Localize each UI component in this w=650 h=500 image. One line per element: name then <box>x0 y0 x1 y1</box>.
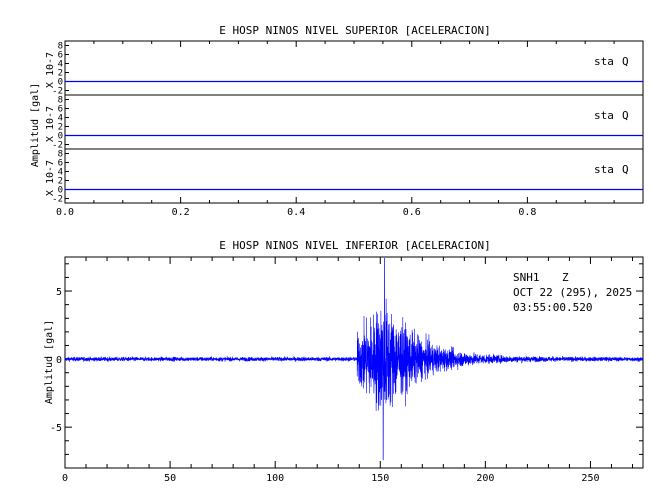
upper-scale-label: X 10-7 <box>45 160 56 196</box>
upper-x-tick-label: 0.8 <box>518 207 536 218</box>
upper-y-tick-label: 4 <box>58 168 63 178</box>
upper-y-tick-label: 0 <box>58 78 63 88</box>
upper-y-axis-label: Amplitud [gal] <box>30 83 41 167</box>
upper-chart-title: E HOSP NINOS NIVEL SUPERIOR [ACELERACION… <box>219 24 491 37</box>
lower-x-tick-label: 250 <box>581 473 599 484</box>
lower-y-tick-label: 5 <box>56 287 62 298</box>
upper-scale-label: X 10-7 <box>45 106 56 142</box>
upper-panel-frame <box>64 148 644 204</box>
upper-y-tick-label: 0 <box>58 186 63 196</box>
upper-y-tick-label: 2 <box>58 69 63 79</box>
upper-scale-label: X 10-7 <box>45 52 56 88</box>
upper-component-label: Q <box>622 163 629 176</box>
upper-y-tick-label: 8 <box>58 150 63 160</box>
annotation-time: 03:55:00.520 <box>513 301 592 314</box>
upper-station-label: sta <box>594 109 614 122</box>
upper-x-tick-label: 0.0 <box>56 207 74 218</box>
upper-station-label: sta <box>594 55 614 68</box>
upper-y-tick-label: -2 <box>52 141 63 151</box>
upper-x-tick-label: 0.6 <box>403 207 421 218</box>
lower-x-tick-label: 100 <box>266 473 284 484</box>
upper-y-tick-label: -2 <box>52 195 63 205</box>
upper-panel-frame <box>64 94 644 150</box>
upper-y-tick-label: 2 <box>58 123 63 133</box>
upper-x-axis: 0.0 0.2 0.4 0.6 0.8 <box>56 41 644 218</box>
annotation-date: OCT 22 (295), 2025 <box>513 286 632 299</box>
upper-y-tick-label: 6 <box>58 51 63 61</box>
lower-x-tick-label: 200 <box>476 473 494 484</box>
upper-panel-frame <box>64 40 644 96</box>
upper-station-label: sta <box>594 163 614 176</box>
upper-x-tick-label: 0.4 <box>287 207 305 218</box>
upper-component-label: Q <box>622 109 629 122</box>
upper-y-tick-label: 4 <box>58 114 63 124</box>
upper-y-tick-label: 4 <box>58 60 63 70</box>
lower-y-tick-label: -5 <box>50 423 62 434</box>
upper-y-tick-label: 0 <box>58 132 63 142</box>
lower-y-tick-label: 0 <box>56 355 62 366</box>
upper-level-chart: E HOSP NINOS NIVEL SUPERIOR [ACELERACION… <box>30 24 644 218</box>
seismogram-trace <box>64 258 644 461</box>
upper-y-tick-label: 6 <box>58 105 63 115</box>
annotation-station: SNH1 <box>513 271 540 284</box>
upper-y-tick-label: 8 <box>58 42 63 52</box>
upper-y-tick-label: 8 <box>58 96 63 106</box>
lower-x-tick-label: 50 <box>164 473 176 484</box>
upper-y-tick-label: 2 <box>58 177 63 187</box>
lower-chart-title: E HOSP NINOS NIVEL INFERIOR [ACELERACION… <box>219 239 491 252</box>
lower-x-tick-label: 0 <box>62 473 68 484</box>
upper-component-label: Q <box>622 55 629 68</box>
annotation-component: Z <box>562 271 569 284</box>
lower-level-chart: E HOSP NINOS NIVEL INFERIOR [ACELERACION… <box>44 239 644 484</box>
upper-y-tick-label: -2 <box>52 87 63 97</box>
lower-x-tick-label: 150 <box>371 473 389 484</box>
upper-x-tick-label: 0.2 <box>172 207 190 218</box>
upper-y-tick-label: 6 <box>58 159 63 169</box>
lower-plot-frame <box>64 256 644 469</box>
lower-y-axis-label: Amplitud [gal] <box>44 320 55 404</box>
event-annotation: SNH1 Z OCT 22 (295), 2025 03:55:00.520 <box>513 271 632 314</box>
